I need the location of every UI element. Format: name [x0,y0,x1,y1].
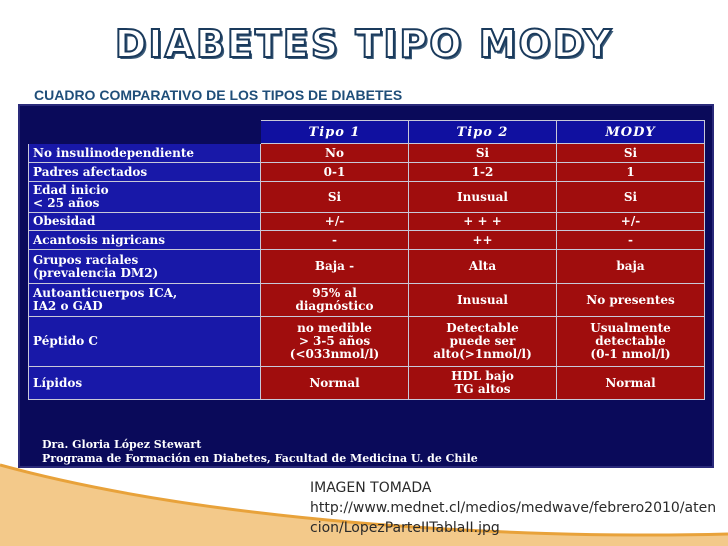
table-row: No insulinodependiente No Si Si [28,143,705,163]
row-label: Grupos raciales (prevalencia DM2) [28,249,261,284]
table-credit: Dra. Gloria López Stewart Programa de Fo… [42,438,702,466]
decorative-curve-shape [0,465,728,546]
row-value: Si [408,143,557,163]
table-row: Padres afectados 0-1 1-2 1 [28,162,705,182]
credit-author: Dra. Gloria López Stewart [42,438,202,451]
header-tipo-1: Tipo 1 [260,120,409,144]
table-row: Acantosis nigricans - ++ - [28,230,705,250]
row-label: Péptido C [28,316,261,367]
header-blank-cell [28,120,261,144]
source-label: IMAGEN TOMADA [310,480,432,496]
table-row: Autoanticuerpos ICA, IA2 o GAD 95% al diagn… [28,283,705,317]
row-value: + + + [408,212,557,231]
row-value: Inusual [408,283,557,317]
row-value: - [556,230,705,250]
row-value: 1-2 [408,162,557,182]
image-source: IMAGEN TOMADA http://www.mednet.cl/medio… [310,478,720,538]
row-value: baja [556,249,705,284]
table-row: Grupos raciales (prevalencia DM2) Baja - Al… [28,249,705,284]
header-mody: MODY [556,120,705,144]
header-tipo-2: Tipo 2 [408,120,557,144]
credit-program: Programa de Formación en Diabetes, Facul… [42,452,478,465]
slide-title: DIABETES TIPO MODY [114,21,614,67]
row-value: Si [556,181,705,213]
table-header-row: Tipo 1 Tipo 2 MODY [28,120,705,144]
row-value: HDL bajo TG altos [408,366,557,400]
row-value: Inusual [408,181,557,213]
row-value: +/- [556,212,705,231]
row-value: Normal [556,366,705,400]
comparison-table: Tipo 1 Tipo 2 MODY No insulinodependient… [28,120,705,400]
row-value: ++ [408,230,557,250]
decorative-curve-line [0,463,728,537]
row-value: Normal [260,366,409,400]
row-label: No insulinodependiente [28,143,261,163]
table-row: Lípidos Normal HDL bajo TG altos Normal [28,366,705,400]
table-caption: CUADRO COMPARATIVO DE LOS TIPOS DE DIABE… [34,87,403,103]
row-value: Si [556,143,705,163]
row-label: Lípidos [28,366,261,400]
row-value: - [260,230,409,250]
row-value: 0-1 [260,162,409,182]
row-value: Usualmente detectable (0-1 nmol/l) [556,316,705,367]
table-row: Edad inicio < 25 años Si Inusual Si [28,181,705,213]
row-value: Baja - [260,249,409,284]
table-row: Obesidad +/- + + + +/- [28,212,705,231]
comparison-table-image: Tipo 1 Tipo 2 MODY No insulinodependient… [18,104,714,468]
row-value: 1 [556,162,705,182]
row-label: Acantosis nigricans [28,230,261,250]
row-value: No [260,143,409,163]
row-value: 95% al diagnóstico [260,283,409,317]
row-value: no medible > 3-5 años (<033nmol/l) [260,316,409,367]
row-value: Si [260,181,409,213]
source-url: http://www.mednet.cl/medios/medwave/febr… [310,500,717,536]
row-value: Detectable puede ser alto(>1nmol/l) [408,316,557,367]
row-label: Obesidad [28,212,261,231]
row-label: Edad inicio < 25 años [28,181,261,213]
row-value: +/- [260,212,409,231]
decorative-curve [0,463,728,546]
row-value: Alta [408,249,557,284]
row-label: Padres afectados [28,162,261,182]
row-label: Autoanticuerpos ICA, IA2 o GAD [28,283,261,317]
row-value: No presentes [556,283,705,317]
